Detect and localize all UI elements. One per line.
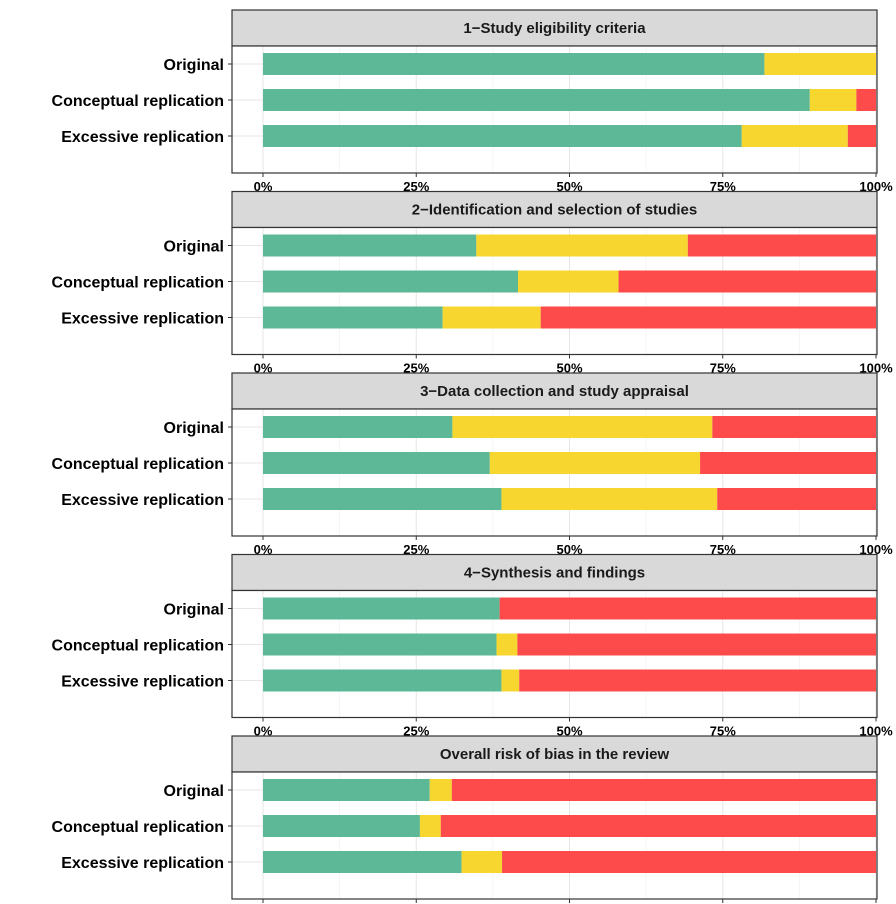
bar-segment — [476, 234, 688, 257]
bar-segment — [263, 779, 430, 801]
facet-strip — [231, 9, 878, 47]
bar-segment — [263, 597, 500, 620]
bar-segment — [263, 851, 462, 873]
x-tick-label: 75% — [710, 179, 736, 194]
panel-border — [231, 226, 878, 356]
facet-title: Overall risk of bias in the review — [440, 746, 670, 763]
category-label: Original — [164, 57, 224, 74]
panel-border — [231, 408, 878, 537]
bar-segment — [451, 779, 876, 801]
x-tick-label: 0% — [254, 542, 273, 557]
bar-segment — [263, 270, 519, 293]
bar-segment — [263, 125, 742, 147]
category-label: Original — [164, 420, 224, 437]
category-label: Conceptual replication — [52, 638, 224, 655]
facet-panel-5: Overall risk of bias in the review Origin… — [52, 735, 878, 903]
bar-segment — [489, 452, 701, 474]
bar-segment — [847, 125, 876, 147]
x-tick-label: 100% — [859, 361, 893, 376]
category-label: Conceptual replication — [52, 819, 224, 836]
bar-segment — [263, 89, 810, 111]
category-label: Excessive replication — [61, 855, 224, 872]
panel-border — [231, 771, 878, 900]
x-tick-label: 50% — [556, 724, 582, 739]
category-label: Excessive replication — [61, 492, 224, 509]
bar-segment — [263, 53, 765, 75]
bar-segment — [518, 270, 619, 293]
category-label: Original — [164, 783, 224, 800]
x-tick-label: 25% — [403, 179, 429, 194]
x-tick-label: 25% — [403, 724, 429, 739]
bar-segment — [263, 416, 453, 438]
category-label: Excessive replication — [61, 674, 224, 691]
facet-title: 4−Synthesis and findings — [464, 565, 645, 582]
bar-segment — [452, 416, 713, 438]
x-tick-label: 50% — [556, 179, 582, 194]
bar-segment — [618, 270, 876, 293]
facet-panel-2: 2−Identification and selection of studie… — [52, 190, 893, 376]
x-tick-label: 75% — [710, 724, 736, 739]
bar-segment — [263, 633, 497, 656]
category-label: Excessive replication — [61, 311, 224, 328]
panel-border — [231, 45, 878, 174]
bar-segment — [501, 669, 520, 692]
bar-segment — [499, 597, 876, 620]
bar-segment — [517, 633, 876, 656]
x-tick-label: 100% — [859, 542, 893, 557]
bar-segment — [700, 452, 876, 474]
x-tick-label: 0% — [254, 361, 273, 376]
bar-segment — [429, 779, 452, 801]
bar-segment — [809, 89, 857, 111]
bar-segment — [501, 488, 718, 510]
bar-segment — [540, 306, 876, 329]
bar-segment — [263, 488, 502, 510]
bar-segment — [419, 815, 441, 837]
category-label: Conceptual replication — [52, 275, 224, 292]
category-label: Conceptual replication — [52, 456, 224, 473]
bar-segment — [519, 669, 876, 692]
x-tick-label: 75% — [710, 542, 736, 557]
x-tick-label: 100% — [859, 179, 893, 194]
x-tick-label: 75% — [710, 361, 736, 376]
bar-segment — [502, 851, 876, 873]
x-tick-label: 25% — [403, 542, 429, 557]
bar-segment — [440, 815, 876, 837]
category-label: Original — [164, 239, 224, 256]
bar-segment — [263, 815, 420, 837]
facet-strip — [231, 190, 878, 229]
bar-segment — [263, 306, 443, 329]
facet-panel-3: 3−Data collection and study appraisal Ori… — [52, 372, 893, 557]
category-label: Conceptual replication — [52, 93, 224, 110]
panel-border — [231, 589, 878, 719]
bar-segment — [687, 234, 876, 257]
facet-panel-4: 4−Synthesis and findings Original Conceptu… — [52, 553, 893, 739]
facet-strip — [231, 372, 878, 410]
facet-strip — [231, 735, 878, 773]
bar-segment — [263, 452, 490, 474]
x-tick-label: 25% — [403, 361, 429, 376]
bar-segment — [717, 488, 876, 510]
bar-segment — [442, 306, 541, 329]
bar-segment — [764, 53, 876, 75]
x-tick-label: 0% — [254, 179, 273, 194]
facet-panel-1: 1−Study eligibility criteria Original Conc… — [52, 9, 893, 194]
x-tick-label: 100% — [859, 724, 893, 739]
bar-segment — [263, 669, 502, 692]
bar-segment — [712, 416, 876, 438]
facet-title: 3−Data collection and study appraisal — [420, 383, 689, 400]
category-label: Excessive replication — [61, 129, 224, 146]
x-tick-label: 0% — [254, 724, 273, 739]
bar-segment — [263, 234, 477, 257]
bar-segment — [496, 633, 518, 656]
x-tick-label: 50% — [556, 361, 582, 376]
x-tick-label: 50% — [556, 542, 582, 557]
bar-segment — [856, 89, 876, 111]
category-label: Original — [164, 602, 224, 619]
bar-segment — [741, 125, 848, 147]
facet-title: 1−Study eligibility criteria — [463, 20, 646, 37]
facet-title: 2−Identification and selection of studie… — [412, 202, 697, 219]
bar-segment — [461, 851, 503, 873]
